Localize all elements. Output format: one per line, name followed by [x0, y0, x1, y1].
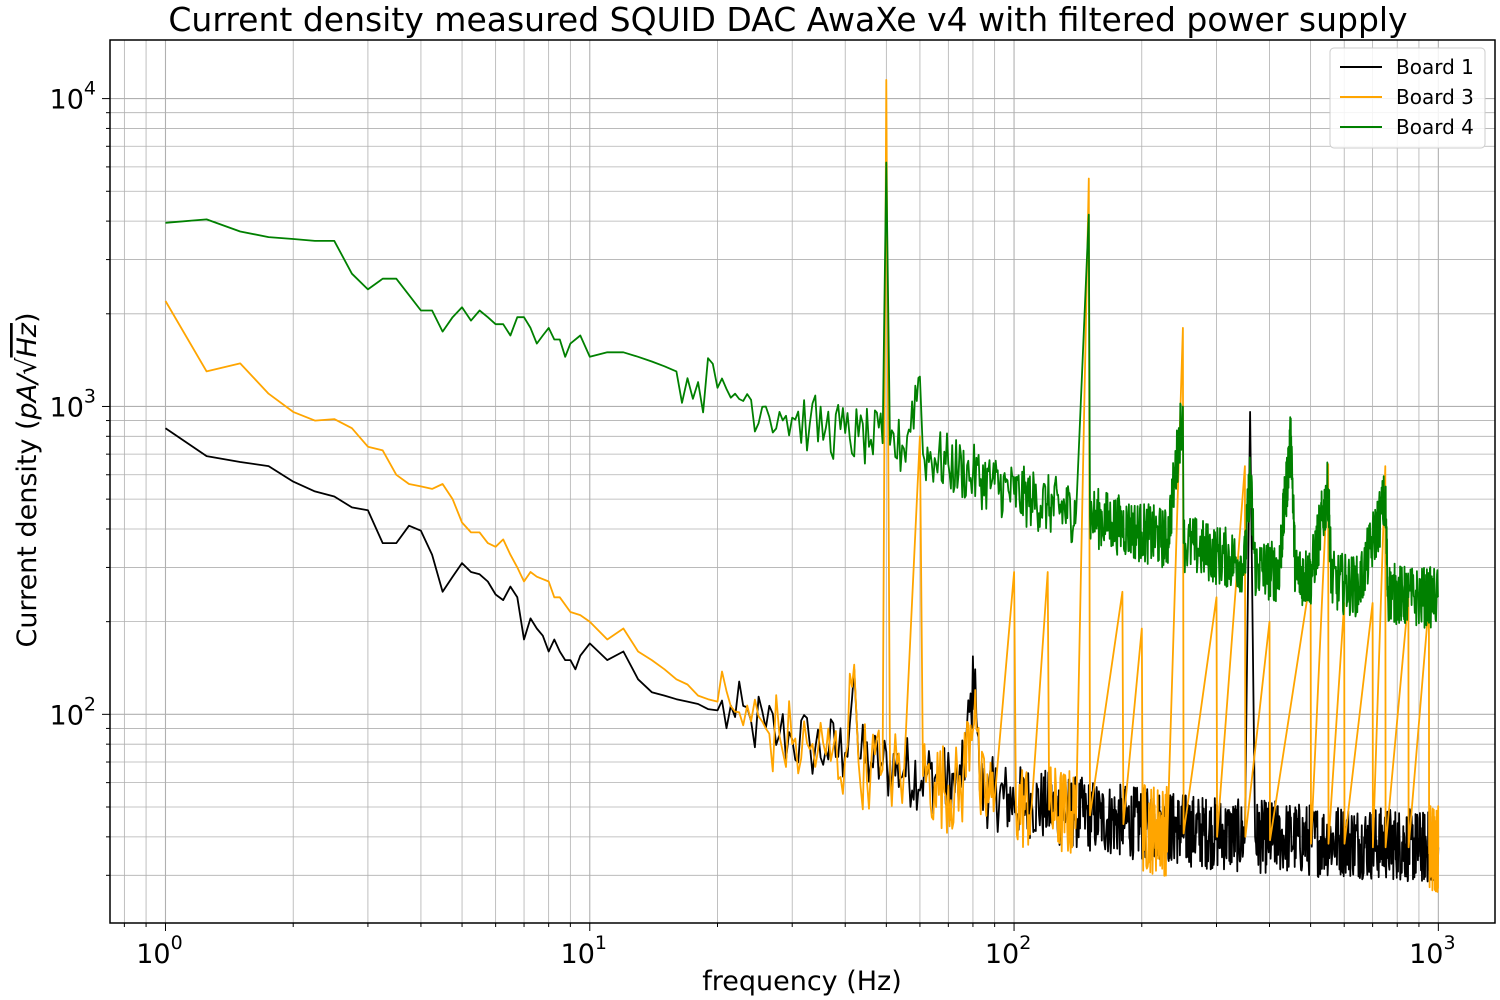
x-tick-label: 102: [985, 932, 1031, 970]
series-line-board-4: [165, 161, 1440, 629]
svg-text:Current density (pA/√Hz): Current density (pA/√Hz): [12, 312, 43, 647]
legend-label: Board 3: [1396, 85, 1474, 109]
x-tick-label: 100: [136, 932, 182, 970]
legend: Board 1 Board 3 Board 4: [1329, 47, 1486, 149]
plot-area-frame: [109, 39, 1496, 924]
y-tick-label: 104: [50, 78, 96, 116]
y-axis-label-sqrt-arg: Hz: [12, 322, 43, 357]
chart-title: Current density measured SQUID DAC AwaXe…: [168, 0, 1407, 39]
y-axis-label-math: pA/: [12, 372, 43, 421]
sqrt-symbol: √: [12, 357, 43, 375]
y-axis-ticks: 102 103 104: [50, 78, 110, 876]
major-gridlines: [110, 40, 1495, 923]
legend-frame: [1329, 47, 1486, 149]
x-axis-label: frequency (Hz): [702, 966, 902, 997]
y-axis-label-suffix: ): [12, 312, 43, 323]
x-axis-ticks: 100 101 102 103: [123, 923, 1456, 970]
data-series: [164, 79, 1440, 893]
x-tick-label: 103: [1409, 932, 1455, 970]
series-line-board-3: [164, 79, 1440, 893]
legend-label: Board 4: [1396, 115, 1474, 139]
y-tick-label: 102: [50, 693, 96, 731]
minor-gridlines: [110, 40, 1495, 923]
y-tick-label: 103: [50, 385, 96, 423]
x-tick-label: 101: [561, 932, 607, 970]
legend-label: Board 1: [1396, 55, 1474, 79]
series-line-board-1: [164, 411, 1440, 885]
y-axis-label: Current density (pA/√Hz): [12, 312, 43, 647]
y-axis-label-prefix: Current density (: [12, 419, 43, 647]
